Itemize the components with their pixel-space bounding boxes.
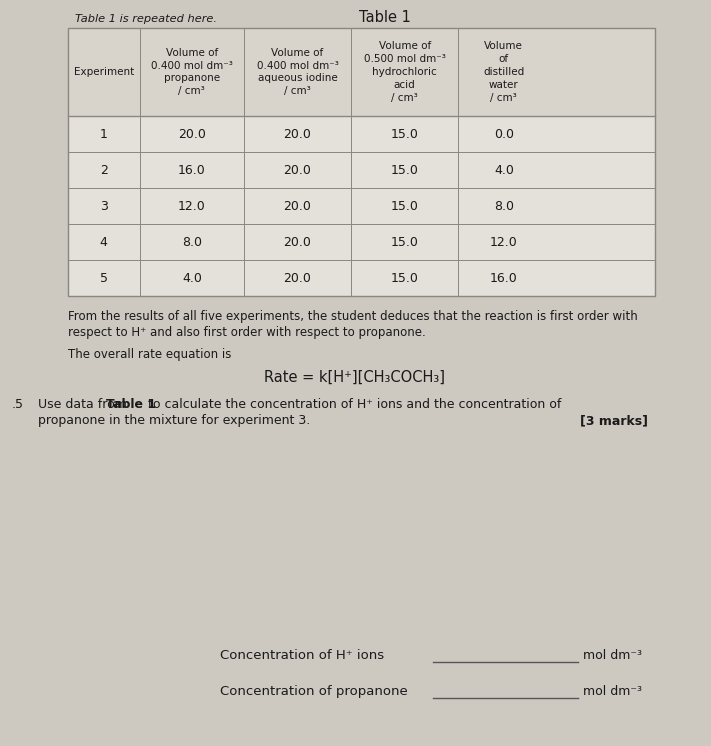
Text: Experiment: Experiment — [74, 67, 134, 77]
Text: propanone in the mixture for experiment 3.: propanone in the mixture for experiment … — [38, 414, 310, 427]
Bar — [68, 224, 655, 260]
Text: 1: 1 — [100, 128, 108, 140]
Text: 16.0: 16.0 — [490, 272, 518, 284]
Text: Table 1: Table 1 — [106, 398, 156, 411]
Text: Table 1 is repeated here.: Table 1 is repeated here. — [75, 14, 217, 24]
Text: Volume of
0.400 mol dm⁻³
propanone
/ cm³: Volume of 0.400 mol dm⁻³ propanone / cm³ — [151, 48, 232, 96]
Text: From the results of all five experiments, the student deduces that the reaction : From the results of all five experiments… — [68, 310, 638, 323]
Text: 20.0: 20.0 — [284, 272, 311, 284]
Bar — [68, 116, 655, 152]
Text: Rate = k[H⁺][CH₃COCH₃]: Rate = k[H⁺][CH₃COCH₃] — [264, 370, 446, 385]
Text: [3 marks]: [3 marks] — [580, 414, 648, 427]
Text: Volume of
0.500 mol dm⁻³
hydrochloric
acid
/ cm³: Volume of 0.500 mol dm⁻³ hydrochloric ac… — [364, 41, 446, 103]
Bar — [68, 152, 655, 188]
Text: Use data from: Use data from — [38, 398, 131, 411]
Text: 20.0: 20.0 — [284, 163, 311, 177]
Text: 12.0: 12.0 — [178, 199, 205, 213]
Text: Table 1: Table 1 — [359, 10, 411, 25]
Text: Concentration of propanone: Concentration of propanone — [220, 685, 407, 698]
Text: 20.0: 20.0 — [284, 128, 311, 140]
Text: 20.0: 20.0 — [178, 128, 205, 140]
Text: The overall rate equation is: The overall rate equation is — [68, 348, 231, 361]
Text: to calculate the concentration of H⁺ ions and the concentration of: to calculate the concentration of H⁺ ion… — [144, 398, 562, 411]
Text: mol dm⁻³: mol dm⁻³ — [583, 685, 642, 698]
Text: .5: .5 — [12, 398, 24, 411]
Bar — [68, 188, 655, 224]
Text: 12.0: 12.0 — [490, 236, 518, 248]
Bar — [68, 28, 655, 116]
Text: mol dm⁻³: mol dm⁻³ — [583, 649, 642, 662]
Text: 3: 3 — [100, 199, 108, 213]
Text: 4.0: 4.0 — [494, 163, 514, 177]
Text: Volume
of
distilled
water
/ cm³: Volume of distilled water / cm³ — [483, 41, 525, 103]
Text: Volume of
0.400 mol dm⁻³
aqueous iodine
/ cm³: Volume of 0.400 mol dm⁻³ aqueous iodine … — [257, 48, 338, 96]
Bar — [68, 28, 655, 296]
Text: 4: 4 — [100, 236, 108, 248]
Text: 15.0: 15.0 — [391, 163, 419, 177]
Text: 15.0: 15.0 — [391, 128, 419, 140]
Text: 15.0: 15.0 — [391, 272, 419, 284]
Bar — [68, 260, 655, 296]
Text: 15.0: 15.0 — [391, 199, 419, 213]
Text: 8.0: 8.0 — [494, 199, 514, 213]
Text: 15.0: 15.0 — [391, 236, 419, 248]
Text: 0.0: 0.0 — [494, 128, 514, 140]
Text: 8.0: 8.0 — [182, 236, 202, 248]
Text: 4.0: 4.0 — [182, 272, 202, 284]
Text: 5: 5 — [100, 272, 108, 284]
Text: Concentration of H⁺ ions: Concentration of H⁺ ions — [220, 649, 384, 662]
Text: respect to H⁺ and also first order with respect to propanone.: respect to H⁺ and also first order with … — [68, 326, 426, 339]
Text: 2: 2 — [100, 163, 108, 177]
Text: 20.0: 20.0 — [284, 236, 311, 248]
Text: 16.0: 16.0 — [178, 163, 205, 177]
Text: 20.0: 20.0 — [284, 199, 311, 213]
